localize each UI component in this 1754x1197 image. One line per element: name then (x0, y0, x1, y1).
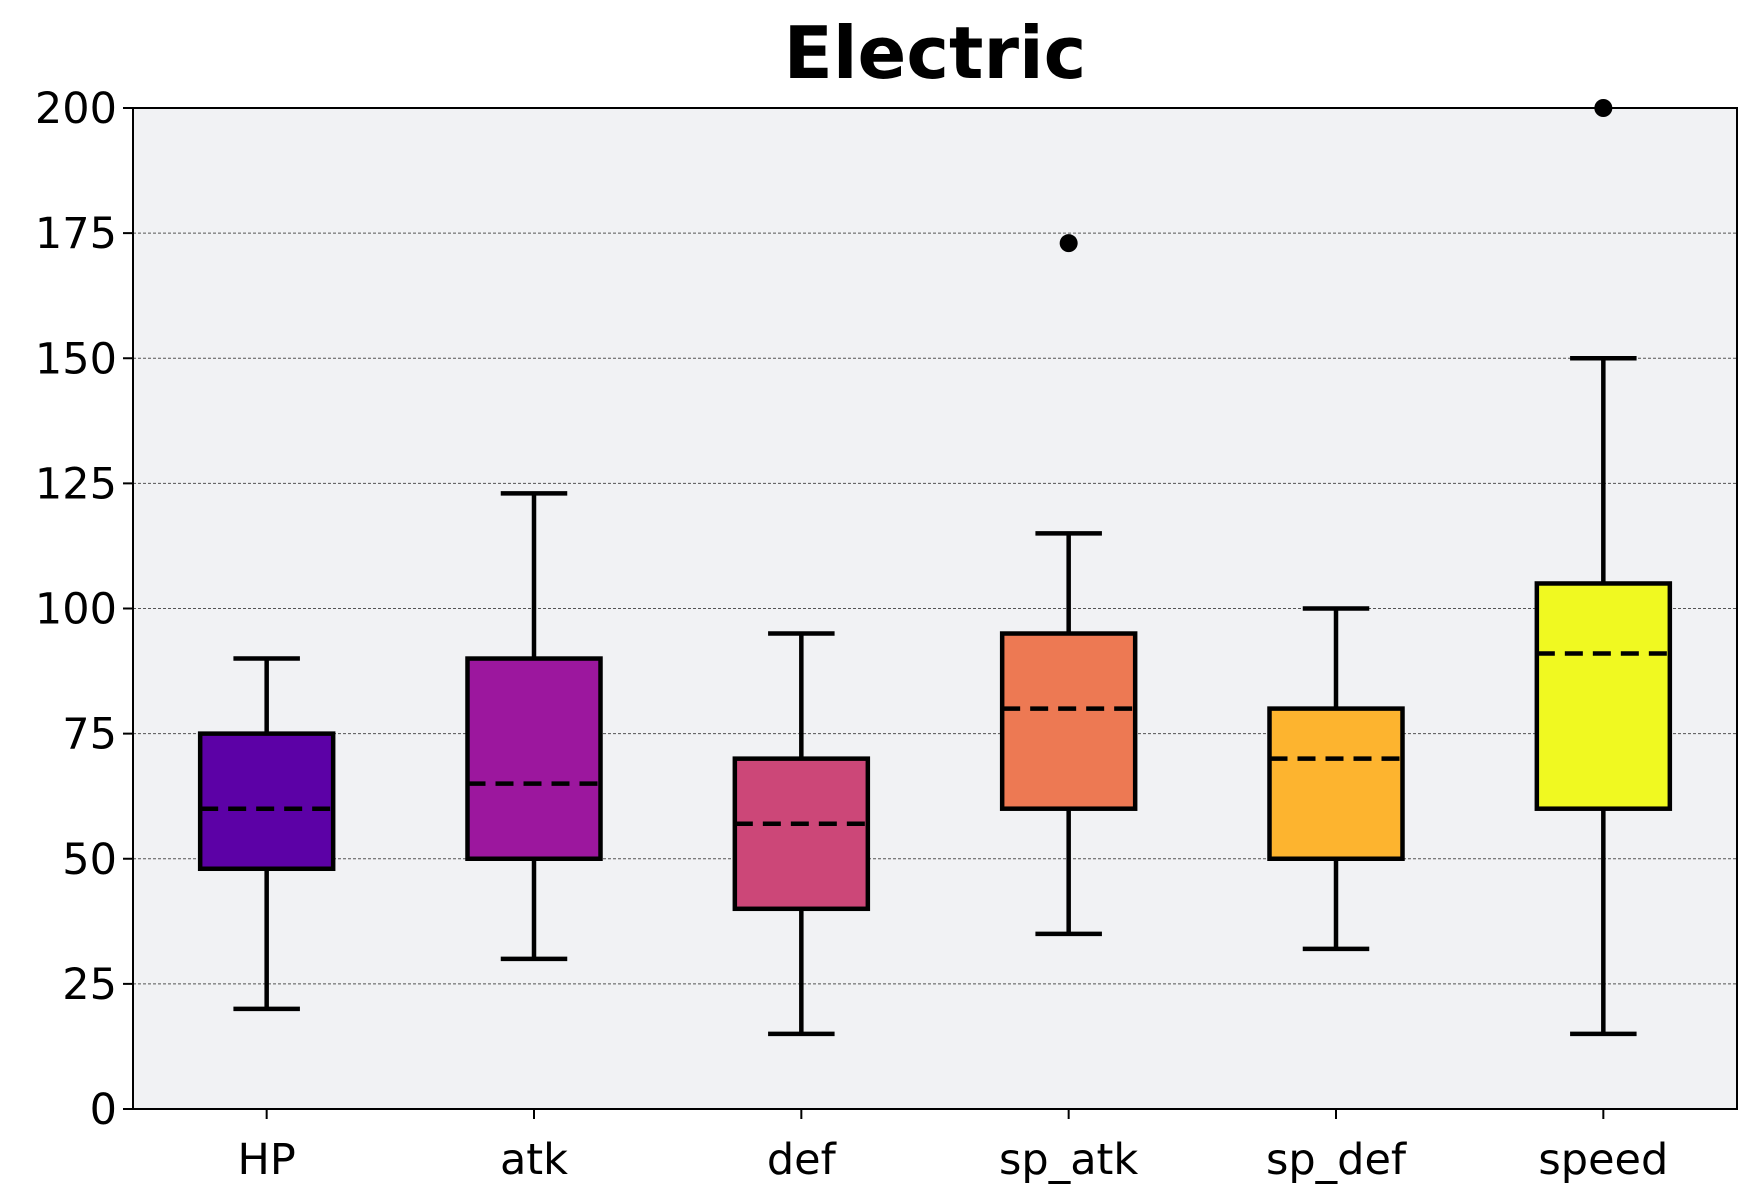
x-tick-label-speed: speed (1538, 1135, 1668, 1185)
x-tick-label-HP: HP (238, 1135, 296, 1185)
y-tick-label-0: 0 (90, 1085, 117, 1135)
y-tick-label-25: 25 (62, 960, 117, 1010)
chart-title: Electric (784, 11, 1087, 95)
iqr-box-def (732, 756, 871, 912)
iqr-box-atk (465, 656, 603, 861)
iqr-box-speed (1534, 581, 1673, 811)
x-tick-label-atk: atk (500, 1135, 568, 1185)
iqr-box-HP (197, 731, 336, 872)
y-tick-label-50: 50 (62, 835, 117, 885)
y-tick-label-100: 100 (35, 585, 117, 635)
y-tick-label-175: 175 (35, 209, 117, 259)
x-tick-label-def: def (767, 1135, 837, 1185)
x-tick-label-sp_atk: sp_atk (999, 1135, 1138, 1185)
box-sp_def (1267, 606, 1405, 952)
iqr-box-sp_atk (999, 631, 1138, 811)
box-HP (197, 656, 336, 1012)
iqr-box-sp_def (1267, 706, 1405, 861)
y-tick-label-75: 75 (62, 710, 117, 760)
x-tick-label-sp_def: sp_def (1266, 1135, 1407, 1185)
y-tick-label-125: 125 (35, 459, 117, 509)
outlier-sp_atk-0 (1059, 234, 1078, 253)
y-tick-label-200: 200 (35, 84, 117, 134)
box-sp_atk (999, 234, 1138, 937)
box-def (732, 631, 871, 1037)
y-grid (133, 232, 1737, 985)
y-tick-label-150: 150 (35, 334, 117, 384)
box-speed (1534, 99, 1673, 1037)
box-series (197, 99, 1673, 1037)
box-atk (465, 491, 603, 962)
x-axis: HP atk def sp_atk sp_def speed (238, 1109, 1668, 1185)
plot-frame (132, 107, 1738, 1110)
y-axis: 0 25 50 75 100 125 150 175 200 (35, 84, 133, 1135)
